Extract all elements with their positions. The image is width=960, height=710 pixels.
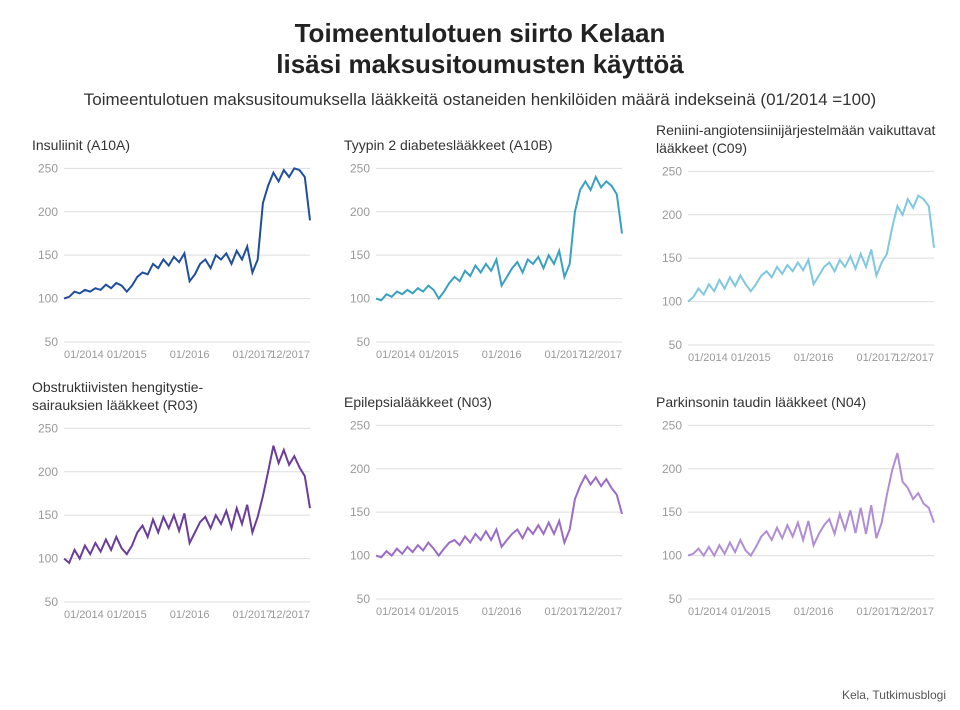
panel-title-renin: Reniini-angiotensiinijärjestelmään vaiku…	[652, 122, 940, 161]
chart-t2d: 50 100 150 200 250 01/201401/2015 01/2016 01/20…	[340, 158, 628, 368]
chart-renin: 50 100 150 200 250 01/201401/2015 01/2016 01/20…	[652, 161, 940, 371]
svg-text:01/2017: 01/2017	[545, 606, 585, 618]
svg-text:200: 200	[662, 208, 682, 222]
svg-text:50: 50	[669, 592, 683, 606]
panel-insulins: Insuliinit (A10A)5010015020025001/201401…	[28, 122, 316, 371]
svg-text:250: 250	[38, 422, 58, 436]
svg-text:250: 250	[350, 162, 370, 176]
svg-text:150: 150	[350, 506, 370, 520]
svg-text:12/2017: 12/2017	[894, 606, 934, 618]
svg-text:01/2016: 01/2016	[482, 606, 522, 618]
svg-text:150: 150	[38, 249, 58, 263]
svg-text:12/2017: 12/2017	[270, 609, 310, 621]
svg-text:01/2014: 01/2014	[688, 352, 728, 364]
svg-text:01/2014: 01/2014	[64, 349, 104, 361]
svg-text:01/2017: 01/2017	[857, 352, 897, 364]
title-line-2: lisäsi maksusitoumusten käyttöä	[276, 49, 683, 79]
svg-text:150: 150	[38, 509, 58, 523]
svg-text:50: 50	[357, 592, 371, 606]
svg-text:12/2017: 12/2017	[894, 352, 934, 364]
svg-text:250: 250	[662, 165, 682, 179]
svg-text:01/2016: 01/2016	[482, 349, 522, 361]
svg-text:01/2016: 01/2016	[794, 352, 834, 364]
svg-text:150: 150	[350, 249, 370, 263]
chart-grid: Insuliinit (A10A)5010015020025001/201401…	[0, 122, 960, 628]
panel-title-insulins: Insuliinit (A10A)	[28, 122, 316, 158]
panel-title-epilepsy: Epilepsialääkkeet (N03)	[340, 379, 628, 415]
chart-resp: 50 100 150 200 250 01/201401/2015 01/2016 01/20…	[28, 418, 316, 628]
main-title: Toimeentulotuen siirto Kelaan lisäsi mak…	[0, 0, 960, 80]
svg-text:01/2015: 01/2015	[419, 606, 459, 618]
panel-title-t2d: Tyypin 2 diabeteslääkkeet (A10B)	[340, 122, 628, 158]
svg-text:01/2014: 01/2014	[688, 606, 728, 618]
chart-parkinson: 50 100 150 200 250 01/201401/2015 01/2016 01/20…	[652, 415, 940, 625]
svg-text:200: 200	[38, 465, 58, 479]
svg-text:12/2017: 12/2017	[582, 606, 622, 618]
subtitle: Toimeentulotuen maksusitoumuksella lääkk…	[0, 90, 960, 110]
svg-text:200: 200	[38, 205, 58, 219]
svg-text:01/2015: 01/2015	[731, 352, 771, 364]
svg-text:01/2014: 01/2014	[376, 349, 416, 361]
svg-text:01/2014: 01/2014	[64, 609, 104, 621]
svg-text:50: 50	[45, 335, 59, 349]
svg-text:01/2015: 01/2015	[419, 349, 459, 361]
chart-epilepsy: 50 100 150 200 250 01/201401/2015 01/2016 01/20…	[340, 415, 628, 625]
svg-text:100: 100	[662, 295, 682, 309]
svg-text:100: 100	[350, 292, 370, 306]
svg-text:12/2017: 12/2017	[582, 349, 622, 361]
panel-epilepsy: Epilepsialääkkeet (N03) 50 100 150 200 250 01/…	[340, 379, 628, 628]
svg-text:200: 200	[350, 462, 370, 476]
svg-text:50: 50	[357, 335, 371, 349]
svg-text:250: 250	[350, 419, 370, 433]
svg-text:01/2016: 01/2016	[170, 349, 210, 361]
series-epilepsy	[376, 476, 622, 558]
panel-renin: Reniini-angiotensiinijärjestelmään vaiku…	[652, 122, 940, 371]
svg-text:250: 250	[38, 162, 58, 176]
title-line-1: Toimeentulotuen siirto Kelaan	[295, 18, 666, 48]
svg-text:250: 250	[662, 419, 682, 433]
svg-text:12/2017: 12/2017	[270, 349, 310, 361]
credit-line: Kela, Tutkimusblogi	[842, 688, 946, 702]
svg-text:50: 50	[669, 338, 683, 352]
svg-text:150: 150	[662, 506, 682, 520]
panel-t2d: Tyypin 2 diabeteslääkkeet (A10B) 50 100 150…	[340, 122, 628, 371]
svg-text:200: 200	[662, 462, 682, 476]
panel-title-resp: Obstruktiivisten hengitystie-sairauksien…	[28, 379, 316, 418]
series-resp	[64, 446, 310, 563]
svg-text:200: 200	[350, 205, 370, 219]
svg-text:100: 100	[38, 552, 58, 566]
panel-resp: Obstruktiivisten hengitystie-sairauksien…	[28, 379, 316, 628]
svg-text:01/2017: 01/2017	[857, 606, 897, 618]
series-t2d	[376, 177, 622, 300]
chart-insulins: 50 100 150 200 250 01/201401/2015 01/2016 01/20…	[28, 158, 316, 368]
series-renin	[688, 196, 934, 302]
svg-text:01/2016: 01/2016	[794, 606, 834, 618]
svg-text:150: 150	[662, 252, 682, 266]
svg-text:100: 100	[350, 549, 370, 563]
svg-text:01/2017: 01/2017	[545, 349, 585, 361]
panel-parkinson: Parkinsonin taudin lääkkeet (N04) 50 100 15…	[652, 379, 940, 628]
svg-text:01/2015: 01/2015	[107, 609, 147, 621]
panel-title-parkinson: Parkinsonin taudin lääkkeet (N04)	[652, 379, 940, 415]
svg-text:50: 50	[45, 595, 59, 609]
svg-text:01/2015: 01/2015	[731, 606, 771, 618]
series-insulins	[64, 169, 310, 299]
svg-text:100: 100	[38, 292, 58, 306]
svg-text:01/2014: 01/2014	[376, 606, 416, 618]
svg-text:01/2017: 01/2017	[233, 609, 273, 621]
svg-text:01/2016: 01/2016	[170, 609, 210, 621]
svg-text:01/2015: 01/2015	[107, 349, 147, 361]
svg-text:100: 100	[662, 549, 682, 563]
svg-text:01/2017: 01/2017	[233, 349, 273, 361]
